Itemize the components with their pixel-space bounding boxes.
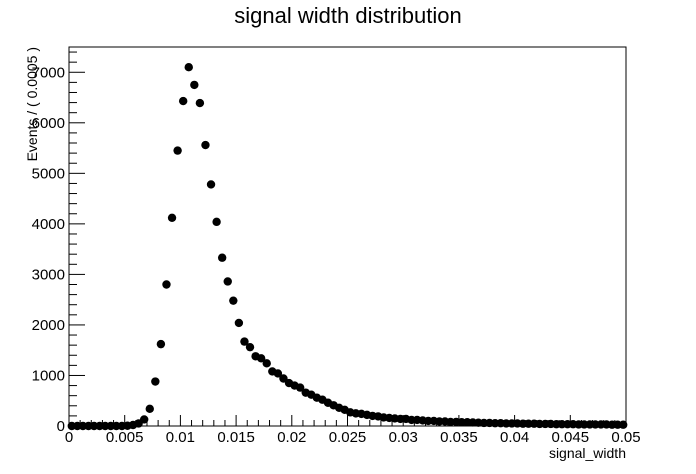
data-point [156, 339, 166, 349]
data-point [201, 140, 210, 150]
data-points [67, 63, 628, 431]
y-axis-tick-labels: 0 1000 2000 3000 4000 5000 6000 7000 [32, 64, 65, 435]
data-point [173, 146, 182, 155]
x-tick-label: 0.03 [389, 429, 418, 446]
data-point [212, 217, 221, 227]
data-point [223, 277, 232, 286]
data-point [279, 374, 288, 383]
x-tick-label: 0.025 [329, 429, 367, 446]
data-point [151, 377, 160, 386]
data-point [139, 415, 149, 424]
y-tick-label: 3000 [32, 266, 65, 283]
data-point [273, 369, 283, 378]
x-tick-label: 0.035 [440, 429, 478, 446]
x-tick-label: 0.05 [611, 429, 640, 446]
y-tick-label: 2000 [32, 317, 65, 334]
plot-frame [68, 46, 627, 427]
x-tick-label: 0.005 [106, 429, 144, 446]
data-point [262, 359, 271, 368]
y-axis-label: Events / ( 0.0005 ) [24, 47, 40, 161]
data-point [206, 180, 216, 189]
data-point [619, 420, 628, 429]
y-tick-label: 5000 [32, 165, 65, 182]
x-tick-label: 0.015 [217, 429, 255, 446]
data-point [295, 383, 305, 392]
data-point [245, 342, 255, 352]
y-axis-ticks [69, 51, 85, 427]
data-point [229, 296, 238, 305]
x-axis-label: signal_width [549, 445, 626, 461]
data-point [217, 253, 227, 262]
data-point [234, 318, 244, 328]
x-tick-label: 0 [65, 429, 73, 446]
data-point [184, 63, 193, 72]
x-tick-label: 0.045 [552, 429, 590, 446]
chart-title: signal width distribution [234, 3, 461, 28]
data-point [190, 80, 199, 90]
x-axis-tick-labels: 0 0.005 0.01 0.015 0.02 0.025 0.03 0.035 0.04 0.0… [65, 429, 641, 446]
x-tick-label: 0.01 [166, 429, 195, 446]
y-tick-label: 4000 [32, 216, 65, 233]
data-point [195, 98, 205, 108]
y-tick-label: 1000 [32, 367, 65, 384]
x-tick-label: 0.02 [277, 429, 306, 446]
data-point [240, 337, 249, 346]
data-point [178, 96, 188, 106]
data-point [256, 354, 266, 363]
data-point [162, 280, 171, 289]
data-point [145, 404, 154, 414]
x-tick-label: 0.04 [500, 429, 529, 446]
y-tick-label: 7000 [32, 64, 65, 81]
y-tick-label: 0 [57, 418, 65, 435]
data-point [167, 213, 177, 223]
y-tick-label: 6000 [32, 115, 65, 132]
